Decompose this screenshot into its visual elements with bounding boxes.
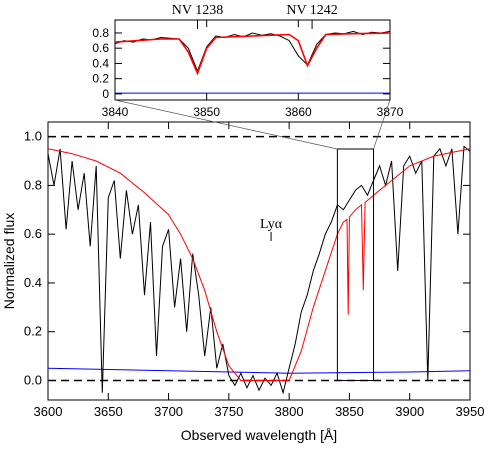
connector: [114, 99, 338, 150]
y-axis-title: Normalized flux: [1, 213, 17, 309]
y-tick-label: 0.8: [92, 26, 109, 40]
y-tick-label: 0.6: [24, 226, 42, 241]
plot-frame: [114, 19, 391, 101]
series-line: [48, 148, 470, 381]
x-tick-label: 3850: [193, 105, 220, 119]
series-line: [48, 367, 470, 374]
x-tick-label: 3900: [395, 404, 424, 419]
x-tick-label: 3860: [285, 105, 312, 119]
x-tick-label: 3700: [154, 404, 183, 419]
y-tick-label: 0.2: [92, 72, 109, 86]
y-tick-label: 0: [102, 87, 109, 101]
x-tick-label: 3800: [275, 404, 304, 419]
x-tick-label: 3600: [34, 404, 63, 419]
y-tick-label: 0.2: [24, 324, 42, 339]
x-tick-label: 3650: [94, 404, 123, 419]
y-tick-label: 0.6: [92, 41, 109, 55]
zoom-box: [336, 148, 375, 381]
plot-frame: [47, 121, 471, 401]
series-line: [115, 30, 390, 73]
x-axis-title: Observed wavelength [Å]: [181, 427, 337, 443]
annotation: NV 1238: [172, 3, 223, 18]
series-line: [48, 145, 470, 395]
y-tick-label: 0.4: [24, 275, 42, 290]
annotation: NV 1242: [286, 3, 337, 18]
y-tick-label: 1.0: [24, 129, 42, 144]
y-tick-label: 0.4: [92, 56, 109, 70]
series-line: [115, 32, 390, 76]
y-tick-label: 0.8: [24, 177, 42, 192]
x-tick-label: 3870: [377, 105, 404, 119]
x-tick-label: 3950: [456, 404, 485, 419]
x-tick-label: 3850: [335, 404, 364, 419]
connector: [373, 99, 391, 150]
annotation: Lyα: [260, 217, 283, 232]
x-tick-label: 3750: [214, 404, 243, 419]
x-tick-label: 3840: [102, 105, 129, 119]
y-tick-label: 0.0: [24, 372, 42, 387]
